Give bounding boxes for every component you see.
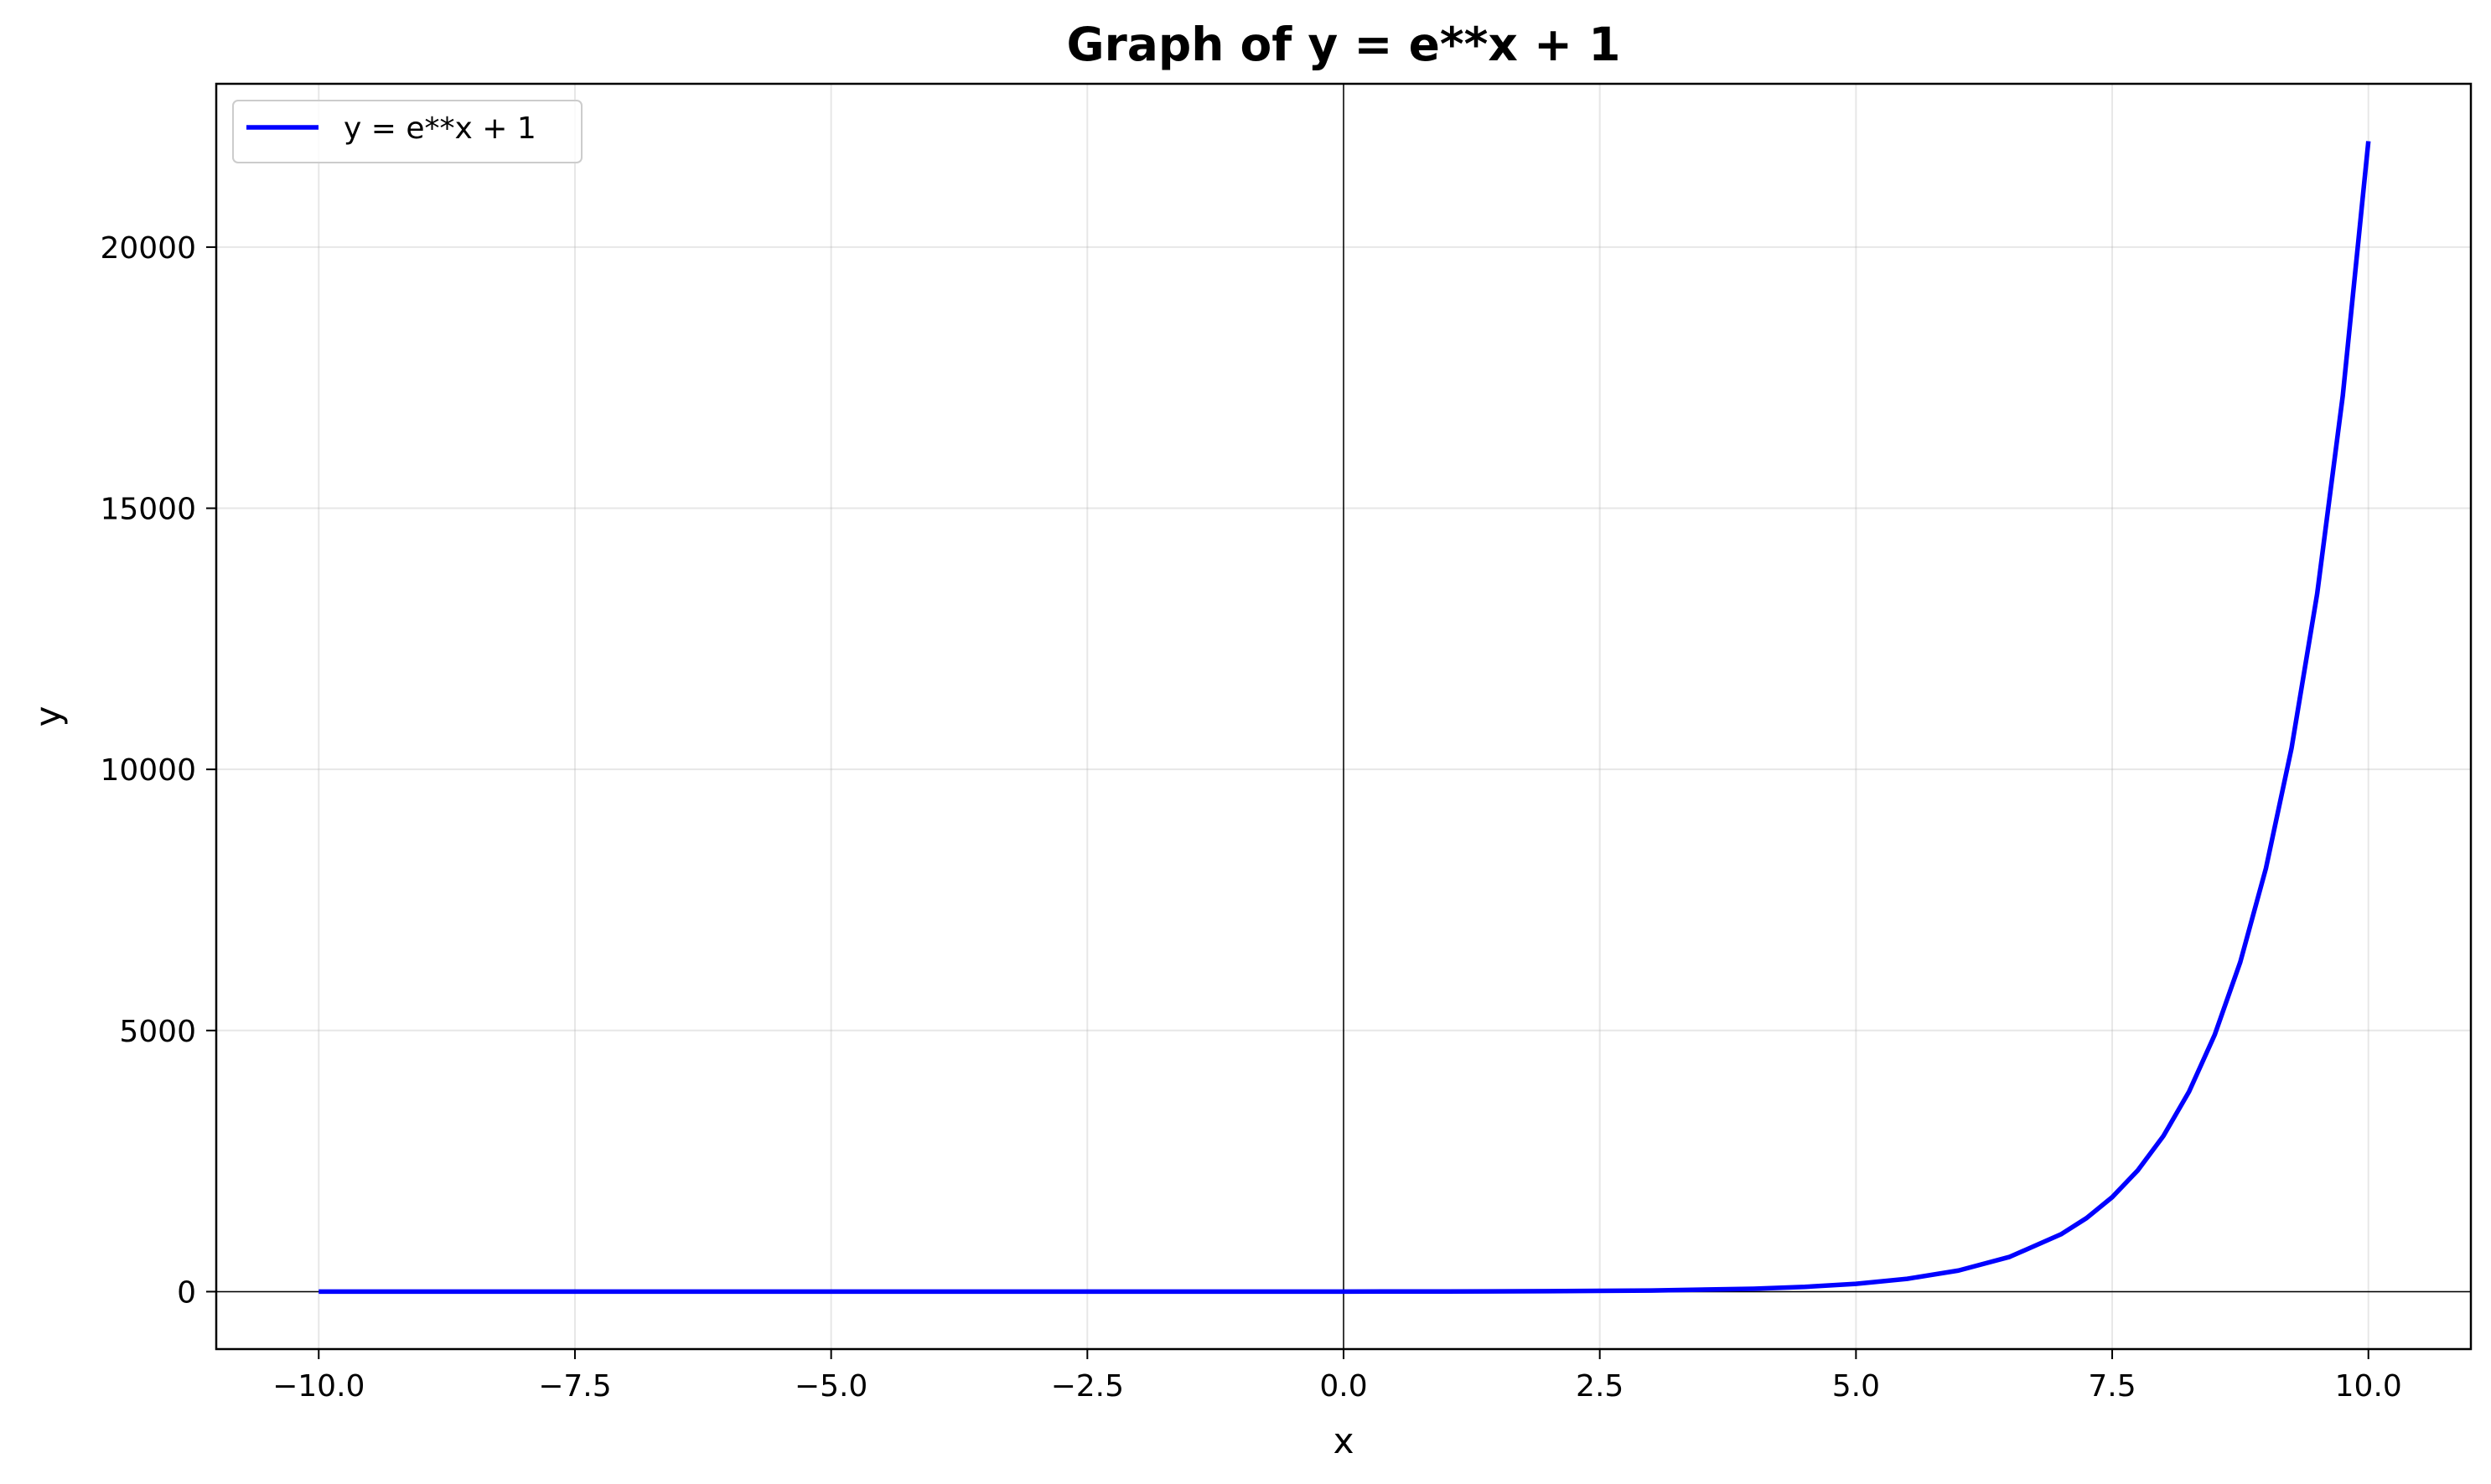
x-tick-label: 2.5 bbox=[1576, 1369, 1624, 1404]
y-tick-label: 15000 bbox=[100, 493, 196, 527]
x-tick-label: −10.0 bbox=[272, 1369, 365, 1404]
x-tick-label: −7.5 bbox=[538, 1369, 611, 1404]
y-axis-label: y bbox=[28, 706, 69, 727]
x-axis-label: x bbox=[1334, 1420, 1354, 1461]
y-tick-label: 0 bbox=[177, 1275, 196, 1310]
series-layer bbox=[318, 141, 2371, 1295]
y-axis-ticks: 0 5000 10000 15000 20000 bbox=[100, 231, 216, 1310]
y-tick-label: 20000 bbox=[100, 231, 196, 266]
x-tick-label: −2.5 bbox=[1051, 1369, 1124, 1404]
series-line bbox=[318, 141, 2371, 1295]
x-tick-label: 0.0 bbox=[1319, 1369, 1367, 1404]
x-tick-label: −5.0 bbox=[795, 1369, 867, 1404]
x-tick-label: 5.0 bbox=[1832, 1369, 1880, 1404]
x-tick-label: 7.5 bbox=[2088, 1369, 2136, 1404]
legend-label: y = e**x + 1 bbox=[344, 111, 536, 146]
y-tick-label: 10000 bbox=[100, 753, 196, 788]
x-axis-ticks: −10.0 −7.5 −5.0 −2.5 0.0 2.5 5.0 7.5 10.0 bbox=[272, 1349, 2402, 1404]
x-tick-label: 10.0 bbox=[2335, 1369, 2402, 1404]
legend[interactable]: y = e**x + 1 bbox=[232, 100, 583, 163]
legend-box bbox=[232, 100, 583, 163]
chart-title: Graph of y = e**x + 1 bbox=[1066, 18, 1620, 71]
y-tick-label: 5000 bbox=[119, 1015, 196, 1049]
